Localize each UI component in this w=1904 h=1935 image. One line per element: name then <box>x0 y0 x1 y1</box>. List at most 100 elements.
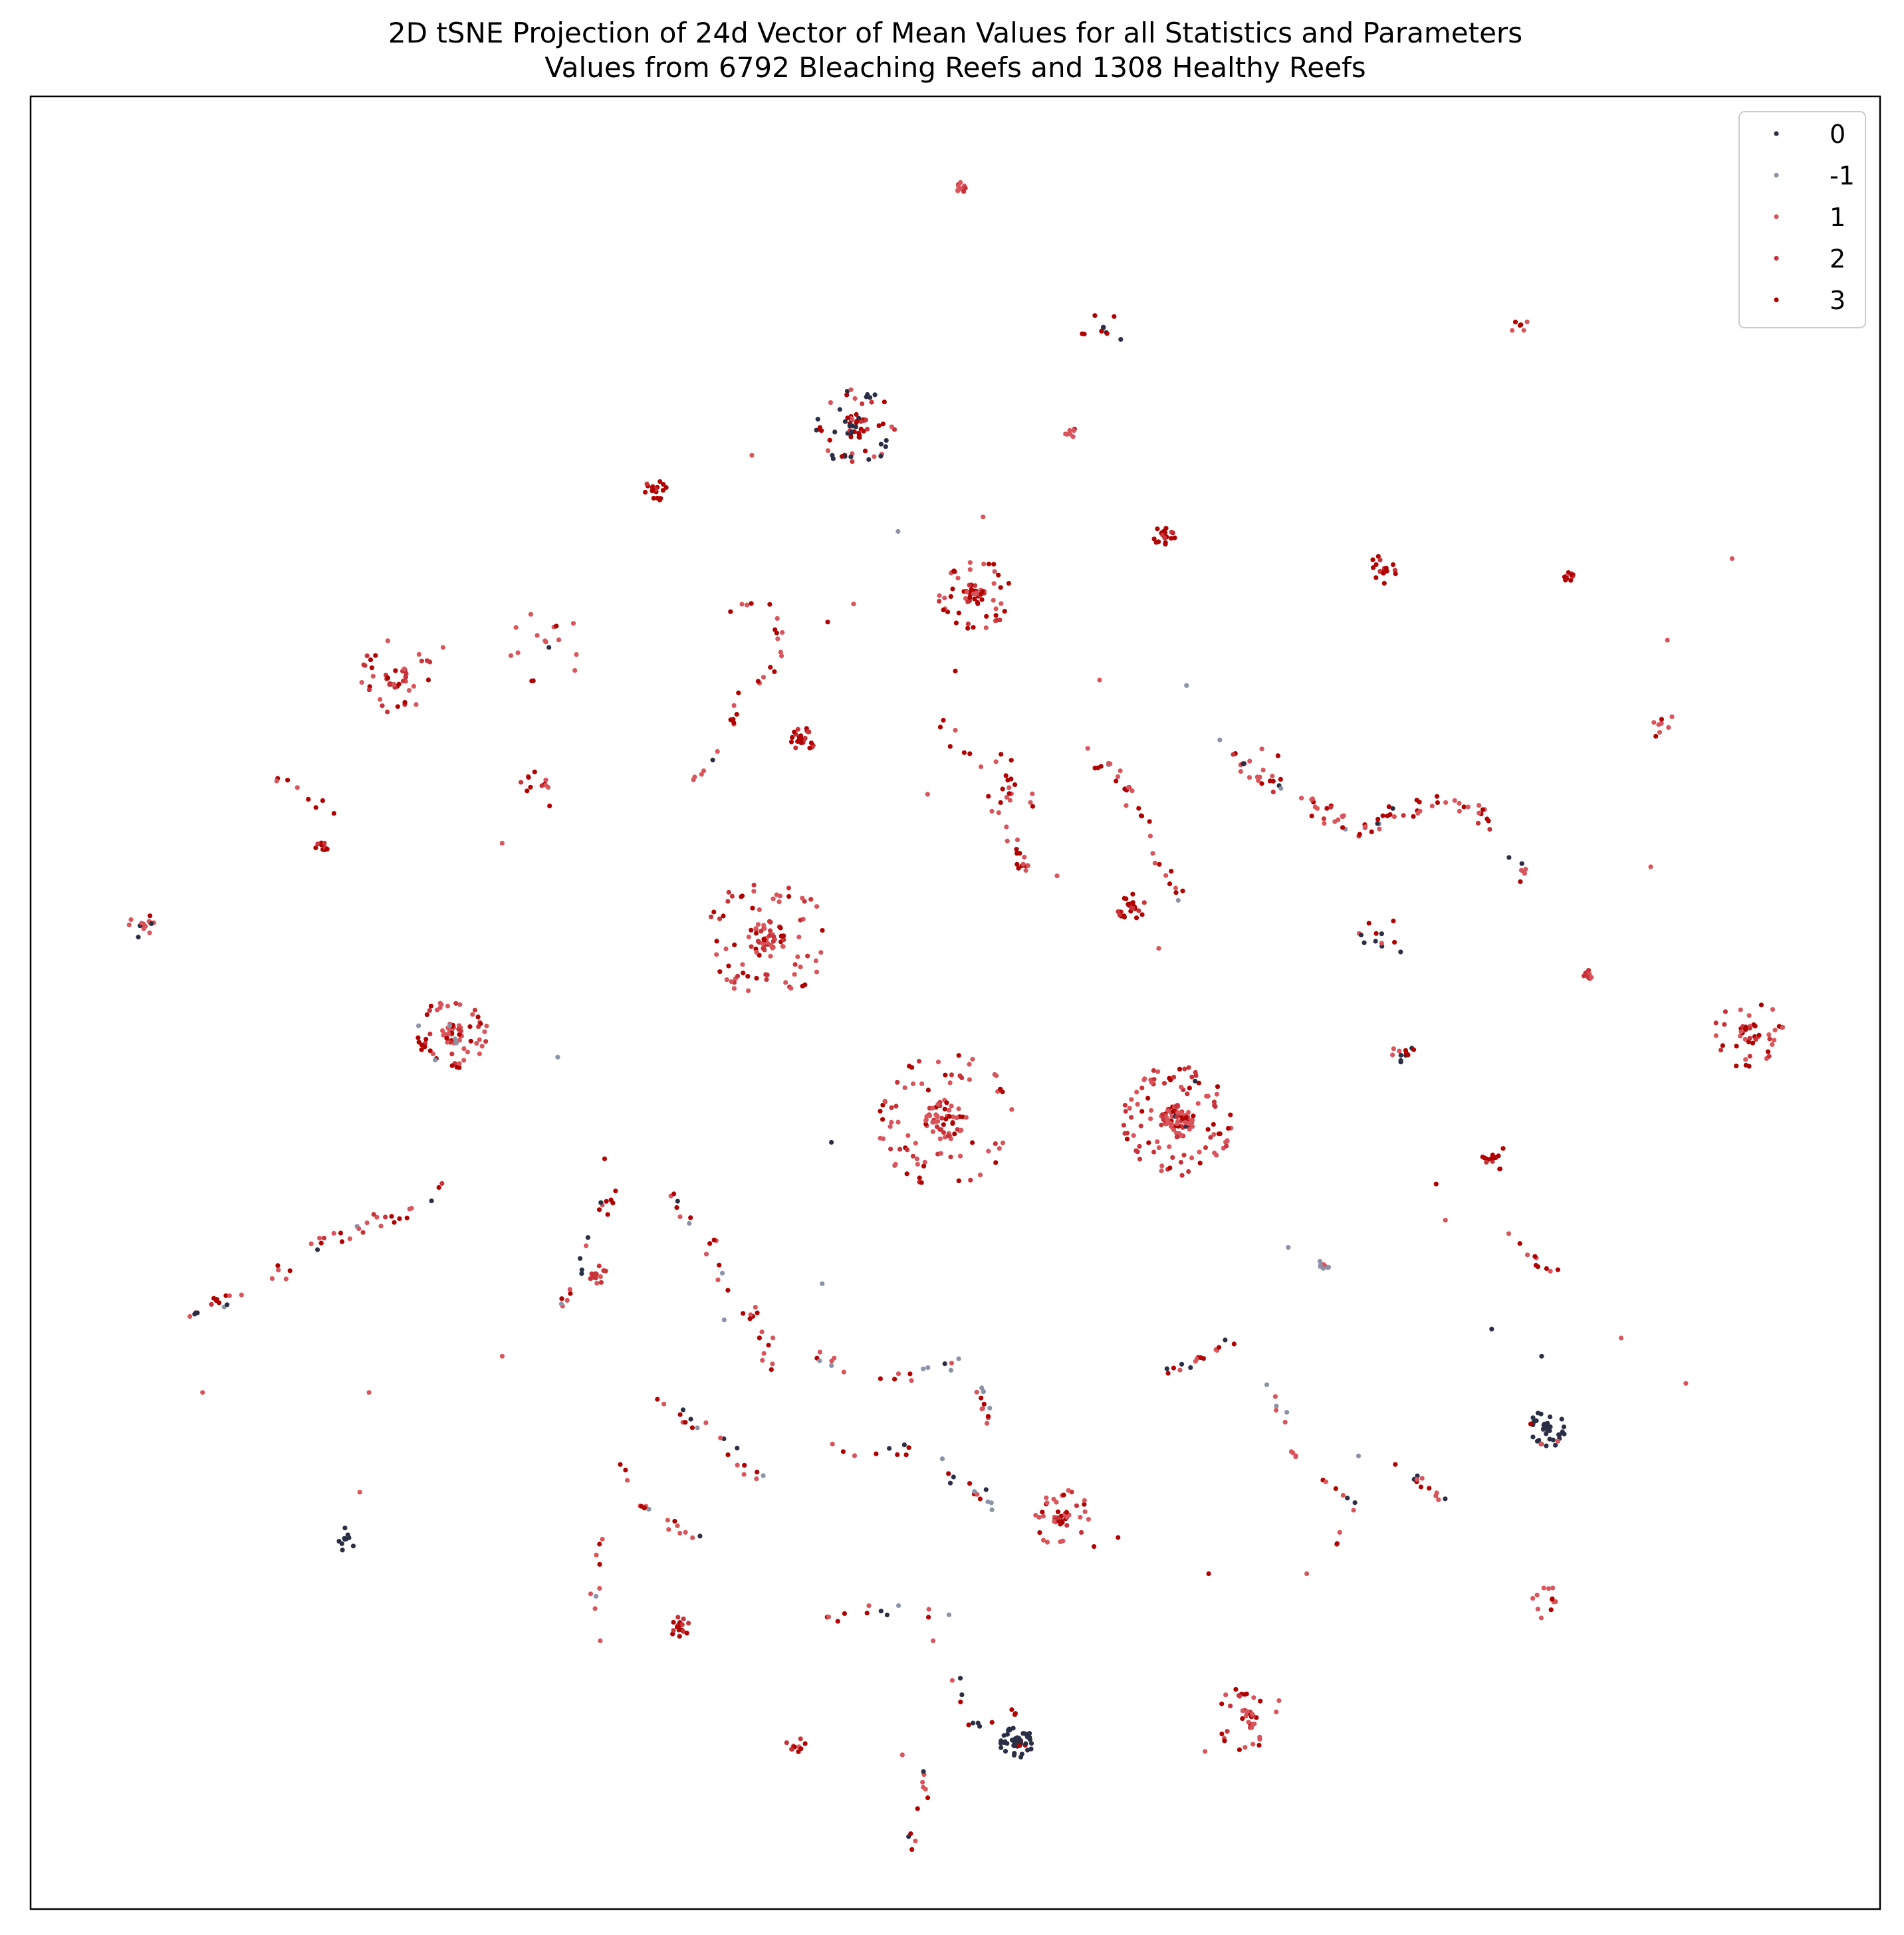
point-series-1 <box>1429 804 1435 809</box>
point-series-1 <box>692 774 697 780</box>
point-series-3 <box>1104 331 1110 336</box>
point-series-0 <box>1443 1496 1448 1502</box>
point-series-3 <box>339 1239 345 1244</box>
point-series-3 <box>525 788 530 794</box>
point-series-1 <box>1165 1118 1170 1123</box>
point-series-1 <box>378 1223 384 1228</box>
point-series-3 <box>1750 1040 1756 1046</box>
point-series-0 <box>429 1198 434 1204</box>
point-series-2 <box>798 1736 803 1742</box>
point-series-1 <box>482 1029 487 1034</box>
point-series-2 <box>938 1127 944 1132</box>
point-series-1 <box>931 1638 936 1643</box>
point-series-1 <box>1477 803 1482 808</box>
point-series-1 <box>1419 1476 1425 1481</box>
point-series-1 <box>935 1060 941 1065</box>
point-series-3 <box>1169 869 1174 874</box>
point-series-3 <box>1155 526 1160 532</box>
point-series-2 <box>476 1024 481 1030</box>
point-series-2 <box>1169 529 1174 535</box>
point-series-1 <box>661 1401 667 1407</box>
point-series-1 <box>729 979 734 984</box>
point-series-3 <box>475 1014 481 1020</box>
point-series--1 <box>948 1367 954 1373</box>
point-series-3 <box>1434 794 1440 799</box>
point-series-0 <box>942 1361 947 1367</box>
point-series-1 <box>775 636 780 641</box>
point-series-3 <box>953 620 959 626</box>
point-series-0 <box>814 427 819 433</box>
point-series-3 <box>943 1116 949 1122</box>
point-series-3 <box>423 1036 429 1042</box>
point-series-1 <box>1555 1438 1560 1444</box>
point-series-3 <box>858 426 864 432</box>
point-series-1 <box>800 895 805 901</box>
point-series-3 <box>468 1038 473 1044</box>
point-series-1 <box>1175 1110 1180 1115</box>
point-series-1 <box>600 1536 605 1542</box>
point-series-2 <box>1133 1148 1139 1153</box>
point-series-1 <box>1134 1089 1139 1095</box>
point-series-3 <box>416 1035 421 1040</box>
point-series-1 <box>1190 1117 1195 1123</box>
point-series-1 <box>981 561 987 567</box>
point-series-3 <box>769 1367 774 1372</box>
point-series-0 <box>1541 1426 1546 1432</box>
point-series-1 <box>1738 1029 1744 1034</box>
point-series-1 <box>1054 873 1060 879</box>
point-series-3 <box>547 803 552 808</box>
point-series-3 <box>970 1140 975 1145</box>
point-series-3 <box>1165 1371 1171 1376</box>
point-series-3 <box>717 969 723 974</box>
point-series-1 <box>1766 1032 1772 1038</box>
point-series-3 <box>798 1746 804 1752</box>
point-series-2 <box>1270 789 1276 794</box>
point-series-3 <box>1168 1078 1173 1083</box>
point-series-2 <box>472 1008 478 1013</box>
point-series-3 <box>714 939 719 944</box>
point-series-0 <box>921 1769 926 1774</box>
point-series-3 <box>732 942 737 948</box>
point-series-0 <box>336 1539 342 1544</box>
point-series-2 <box>1129 1115 1134 1120</box>
point-series-0 <box>970 1720 976 1726</box>
point-series-1 <box>1656 722 1661 727</box>
point-series-3 <box>1544 1266 1549 1272</box>
point-series-1 <box>798 965 803 970</box>
point-series-2 <box>967 582 972 588</box>
point-series-1 <box>1665 637 1670 643</box>
point-series-0 <box>1188 1365 1193 1370</box>
point-series-3 <box>528 784 533 790</box>
point-series-2 <box>1074 1503 1080 1508</box>
point-series-1 <box>970 1056 975 1062</box>
point-series-1 <box>757 907 762 913</box>
point-series-1 <box>374 1214 380 1220</box>
point-series-1 <box>1214 1091 1219 1097</box>
point-series-1 <box>777 893 783 899</box>
point-series-0 <box>1561 1424 1566 1430</box>
point-series-3 <box>1198 1355 1203 1360</box>
point-series-1 <box>1742 1036 1748 1042</box>
point-series-1 <box>978 764 984 770</box>
point-series-3 <box>848 434 854 439</box>
point-series-1 <box>993 606 999 612</box>
point-series-3 <box>368 657 374 663</box>
point-series-3 <box>862 448 868 454</box>
point-series-2 <box>863 417 868 423</box>
point-series-1 <box>1525 1252 1530 1258</box>
point-series-1 <box>1223 1139 1229 1145</box>
point-series-3 <box>925 1795 931 1801</box>
point-series-3 <box>1163 542 1168 547</box>
point-series-2 <box>1079 1530 1084 1535</box>
point-series-3 <box>854 419 860 424</box>
point-series-3 <box>919 1180 924 1185</box>
point-series-1 <box>795 954 800 959</box>
point-series-3 <box>774 630 779 635</box>
point-series-1 <box>829 1358 834 1363</box>
point-series-0 <box>315 1247 320 1252</box>
point-series-0 <box>1556 1432 1562 1437</box>
point-series-1 <box>1534 1593 1540 1598</box>
point-series-3 <box>840 1449 846 1454</box>
point-series-2 <box>1586 968 1592 973</box>
point-series-1 <box>984 1421 990 1426</box>
